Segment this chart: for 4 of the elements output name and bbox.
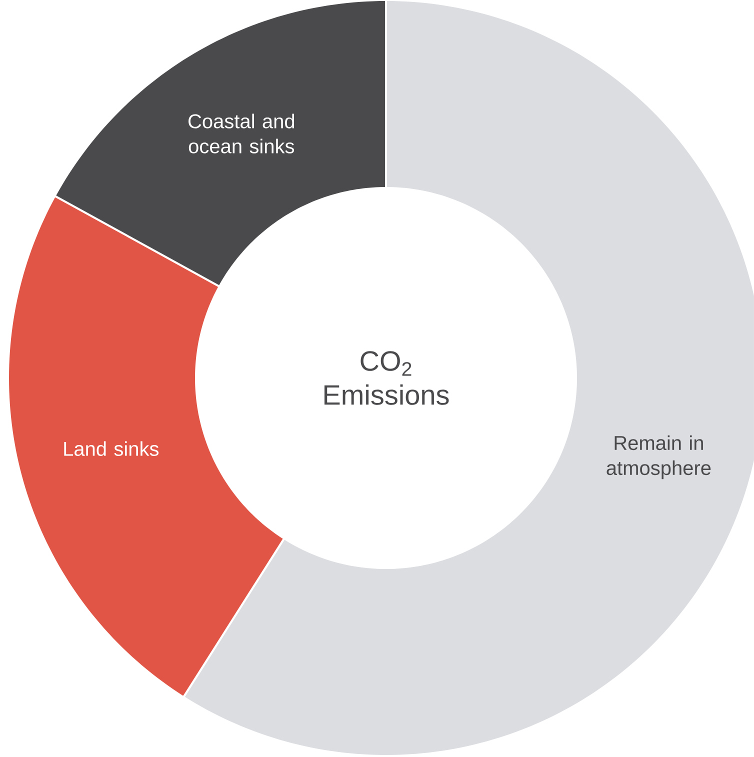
slice-label: Land sinks <box>64 441 159 456</box>
text: CO$_{2}$ Emissions <box>324 351 449 405</box>
slice-label: Remain in atmosphere <box>606 435 711 480</box>
slice-label: Coastal and ocean sinks <box>188 114 294 154</box>
